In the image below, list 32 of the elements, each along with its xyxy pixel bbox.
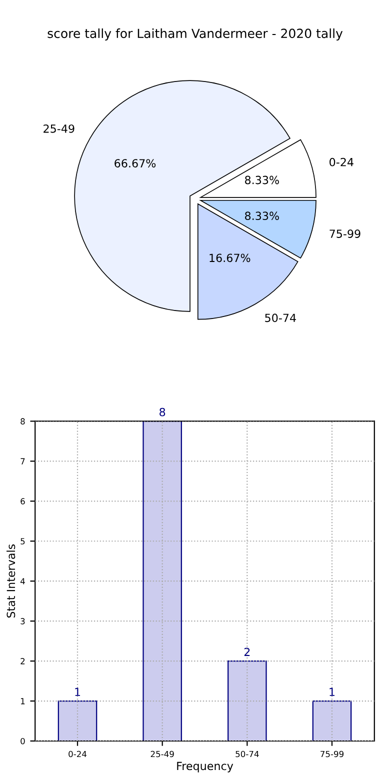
y-tick-label: 7	[20, 458, 25, 464]
bar	[58, 700, 98, 741]
x-tick-label: 50-74	[236, 750, 259, 758]
y-tick-label: 4	[20, 578, 25, 584]
y-tick-label: 6	[20, 498, 25, 504]
data-label: 16.67%	[210, 254, 250, 262]
data-label: 1	[330, 688, 334, 696]
y-tick-label: 8	[20, 418, 25, 424]
data-label: 2	[244, 648, 250, 656]
bar	[312, 700, 352, 741]
y-axis-title: Stat Intervals	[6, 544, 16, 618]
x-axis-title: Frequency	[177, 762, 234, 772]
data-label: 8.33%	[245, 176, 279, 184]
slice-label: 50-74	[265, 314, 296, 322]
data-label: 8.33%	[245, 212, 279, 220]
data-label: 66.67%	[114, 159, 156, 168]
data-label: 8	[160, 408, 166, 416]
y-tick-label: 3	[20, 618, 25, 624]
x-tick-label: 0-24	[68, 750, 86, 758]
slice-label: 75-99	[330, 230, 360, 238]
x-tick-label: 75-99	[320, 750, 344, 758]
data-label: 1	[75, 688, 80, 696]
slice-label: 25-49	[44, 124, 74, 133]
y-tick-label: 2	[20, 658, 25, 664]
slice-label: 0-24	[330, 158, 354, 166]
y-tick-label: 5	[20, 538, 25, 544]
y-tick-label: 1	[20, 698, 25, 704]
bar	[228, 660, 267, 741]
x-tick-label: 25-49	[150, 750, 174, 758]
bar	[142, 421, 182, 741]
y-tick-label: 0	[20, 738, 25, 744]
chart-title: score tally for Laitham Vandermeer - 2020 tally	[48, 28, 343, 41]
